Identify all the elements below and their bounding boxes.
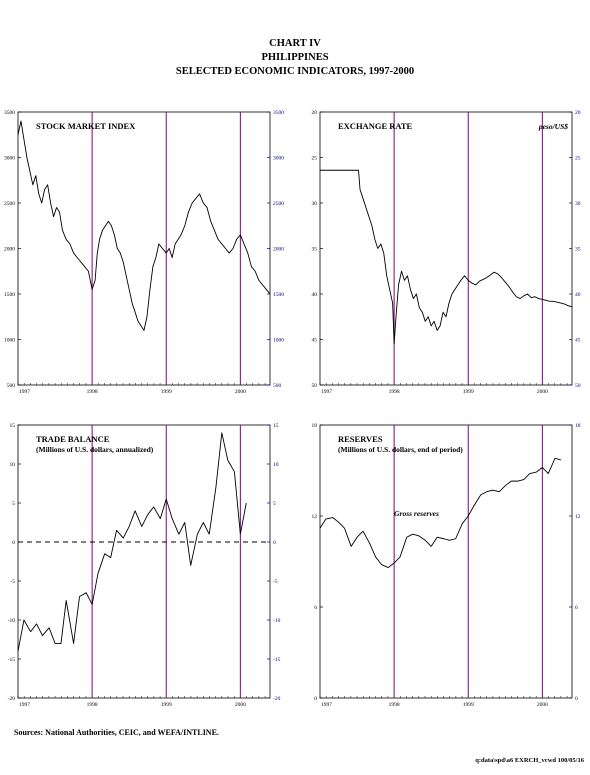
- y-tick-label-left: 0: [314, 696, 317, 702]
- panel-title: EXCHANGE RATE: [338, 121, 413, 131]
- x-tick-label: 1999: [161, 702, 172, 708]
- x-tick-label: 1999: [463, 389, 474, 395]
- y-tick-label-right: 2500: [273, 201, 284, 207]
- chart-panel-trade: -20 -20 -15 -15 -10 -10 -5 -5 0 0 5 5 10 10 15 15 1997 19…: [8, 423, 281, 708]
- y-tick-label-left: 500: [7, 383, 16, 389]
- y-tick-label-left: 1500: [4, 292, 15, 298]
- chart-number: CHART IV: [269, 38, 321, 49]
- y-tick-label-left: 2000: [4, 247, 15, 253]
- y-tick-label-right: 1500: [273, 292, 284, 298]
- y-tick-label-right: 40: [575, 292, 581, 298]
- y-tick-label-left: 15: [10, 423, 16, 429]
- x-tick-label: 1999: [463, 702, 474, 708]
- y-tick-label-right: 1000: [273, 338, 284, 344]
- y-tick-label-left: 3000: [4, 156, 15, 162]
- y-tick-label-right: 0: [575, 696, 578, 702]
- y-tick-label-right: -10: [273, 618, 281, 624]
- y-tick-label-left: 2500: [4, 201, 15, 207]
- y-tick-label-right: 2000: [273, 247, 284, 253]
- y-tick-label-left: -10: [8, 618, 16, 624]
- chart-panel-reserves: 0 0 6 6 12 12 18 18 1997 1998 1999 2000 RESERVES(Mil…: [312, 423, 581, 708]
- x-tick-label: 1998: [87, 702, 98, 708]
- panel-title: RESERVES: [338, 434, 383, 444]
- y-tick-label-right: 10: [273, 462, 279, 468]
- y-tick-label-left: 18: [312, 423, 318, 429]
- y-tick-label-left: -5: [10, 579, 15, 585]
- panel-subtitle: (Millions of U.S. dollars, end of period…: [338, 445, 463, 454]
- y-tick-label-left: -15: [8, 657, 16, 663]
- x-tick-label: 1998: [389, 702, 400, 708]
- y-tick-label-left: 40: [312, 292, 318, 298]
- y-tick-label-left: -20: [8, 696, 16, 702]
- y-tick-label-right: 35: [575, 247, 581, 253]
- x-tick-label: 2000: [537, 389, 548, 395]
- y-tick-label-left: 1000: [4, 338, 15, 344]
- plot-frame: [17, 424, 271, 699]
- plot-frame: [319, 111, 573, 386]
- y-tick-label-right: 25: [575, 156, 581, 162]
- y-tick-label-right: -15: [273, 657, 281, 663]
- x-tick-label: 1997: [19, 389, 30, 395]
- y-tick-label-right: 20: [575, 110, 581, 116]
- y-tick-label-left: 35: [312, 247, 318, 253]
- y-tick-label-right: 0: [273, 540, 276, 546]
- series-line: [320, 169, 573, 345]
- y-tick-label-right: 500: [273, 383, 282, 389]
- y-tick-label-left: 30: [312, 201, 318, 207]
- sources-note: Sources: National Authorities, CEIC, and…: [14, 728, 219, 737]
- panel-subtitle: (Millions of U.S. dollars, annualized): [36, 445, 154, 454]
- y-tick-label-left: 0: [12, 540, 15, 546]
- y-tick-label-right: 50: [575, 383, 581, 389]
- panel-title: STOCK MARKET INDEX: [36, 121, 136, 131]
- unit-label: peso/US$: [538, 122, 568, 131]
- figure-title: SELECTED ECONOMIC INDICATORS, 1997-2000: [175, 66, 415, 77]
- y-tick-label-right: 3500: [273, 110, 284, 116]
- y-tick-label-right: 5: [273, 501, 276, 507]
- x-tick-label: 2000: [235, 389, 246, 395]
- y-tick-label-left: 5: [12, 501, 15, 507]
- y-tick-label-right: 45: [575, 338, 581, 344]
- y-tick-label-right: 30: [575, 201, 581, 207]
- series-annotation: Gross reserves: [394, 509, 439, 518]
- x-tick-label: 2000: [235, 702, 246, 708]
- y-tick-label-right: -5: [273, 579, 278, 585]
- y-tick-label-left: 50: [312, 383, 318, 389]
- x-tick-label: 2000: [537, 702, 548, 708]
- y-tick-label-right: 18: [575, 423, 581, 429]
- x-tick-label: 1997: [19, 702, 30, 708]
- y-tick-label-left: 12: [312, 514, 318, 520]
- x-tick-label: 1999: [161, 389, 172, 395]
- plot-frame: [319, 424, 573, 699]
- y-tick-label-left: 10: [10, 462, 16, 468]
- y-tick-label-left: 25: [312, 156, 318, 162]
- chart-title-block: CHART IV PHILIPPINES SELECTED ECONOMIC I…: [0, 37, 590, 79]
- series-line: [17, 120, 271, 331]
- file-code: q:data\spd\a6 EXRCH_vcwd 100/05/16: [475, 757, 584, 764]
- y-tick-label-right: 12: [575, 514, 581, 520]
- plot-frame: [17, 111, 271, 386]
- y-tick-label-left: 3500: [4, 110, 15, 116]
- country-name: PHILIPPINES: [261, 52, 329, 63]
- x-tick-label: 1997: [321, 389, 332, 395]
- y-tick-label-left: 6: [314, 605, 317, 611]
- y-tick-label-left: 45: [312, 338, 318, 344]
- y-tick-label-left: 20: [312, 110, 318, 116]
- x-tick-label: 1997: [321, 702, 332, 708]
- y-tick-label-right: -20: [273, 696, 281, 702]
- y-tick-label-right: 3000: [273, 156, 284, 162]
- chart-panel-stock: 500 500 1000 1000 1500 1500 2000 2000 2500 2500 30…: [4, 110, 284, 395]
- x-tick-label: 1998: [87, 389, 98, 395]
- y-tick-label-right: 15: [273, 423, 279, 429]
- x-tick-label: 1998: [389, 389, 400, 395]
- panel-title: TRADE BALANCE: [36, 434, 110, 444]
- series-line: [17, 432, 247, 652]
- series-line: [319, 457, 561, 569]
- y-tick-label-right: 6: [575, 605, 578, 611]
